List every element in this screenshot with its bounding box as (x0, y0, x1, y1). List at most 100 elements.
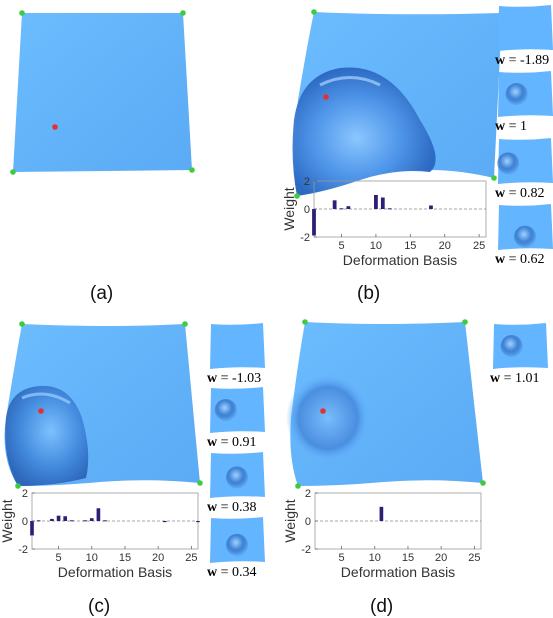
weight-label: w = 0.91 (207, 435, 257, 451)
bar (380, 197, 385, 209)
basis-shape (497, 138, 553, 184)
bar (96, 508, 101, 521)
bar (429, 205, 433, 209)
y-tick-label: 0 (22, 516, 28, 528)
y-tick-label: 2 (22, 488, 28, 500)
caption-d: (d) (370, 596, 394, 617)
y-tick-label: -2 (301, 544, 311, 556)
weight-symbol: w (495, 119, 506, 134)
bar (312, 209, 316, 236)
surface-a (10, 10, 195, 175)
weight-label: w = -1.89 (495, 53, 549, 69)
x-tick-label: 20 (439, 240, 451, 252)
basis-thumbnail (209, 322, 265, 370)
x-tick-label: 5 (55, 552, 61, 564)
handle-point (189, 167, 195, 173)
y-tick-label: 2 (305, 488, 311, 500)
panel-d (283, 318, 488, 498)
x-tick-label: 5 (338, 552, 344, 564)
y-tick-label: -2 (18, 544, 28, 556)
bar (346, 206, 351, 209)
basis-shape (210, 387, 265, 433)
panel-a (0, 0, 200, 200)
bar (196, 521, 200, 523)
surface-b (292, 9, 505, 199)
handle-point (302, 319, 308, 325)
x-tick-label: 10 (369, 552, 381, 564)
x-tick-label: 15 (119, 552, 131, 564)
x-tick-label: 25 (473, 240, 485, 252)
x-tick-label: 20 (435, 552, 447, 564)
weight-value: = 0.62 (505, 252, 545, 267)
y-tick-label: 2 (304, 176, 310, 188)
handle-point (294, 193, 300, 199)
bar (36, 520, 41, 522)
bar (379, 506, 384, 521)
bar (56, 515, 61, 521)
x-tick-label: 20 (152, 552, 164, 564)
x-tick-label: 15 (402, 552, 414, 564)
bar (63, 516, 68, 521)
basis-shape (210, 452, 265, 498)
weight-value: = -1.03 (217, 371, 262, 386)
handle-point (15, 483, 21, 489)
weight-value: = 0.91 (217, 435, 257, 450)
handle-point (182, 321, 188, 327)
target-point (52, 124, 58, 130)
handle-point (311, 9, 317, 15)
x-tick-label: 10 (370, 240, 382, 252)
handle-point (19, 10, 25, 16)
basis-shape (210, 323, 265, 369)
weight-symbol: w (495, 186, 506, 201)
basis-shape (498, 5, 553, 51)
bar (89, 518, 94, 521)
panel-b (280, 0, 505, 200)
weight-label: w = -1.03 (207, 371, 261, 387)
weight-symbol: w (495, 53, 506, 68)
x-tick-label: 25 (185, 552, 197, 564)
target-point (320, 408, 326, 414)
x-tick-label: 10 (86, 552, 98, 564)
weight-value: = 0.38 (217, 500, 257, 515)
x-tick-label: 15 (404, 240, 416, 252)
weight-value: = -1.89 (505, 53, 550, 68)
basis-shape (493, 323, 548, 369)
basis-thumbnail (492, 322, 548, 370)
x-tick-label: 5 (338, 240, 344, 252)
basis-thumbnail (209, 386, 265, 434)
bar (50, 518, 54, 521)
handle-point (480, 480, 486, 486)
weight-symbol: w (207, 371, 218, 386)
weight-symbol: w (490, 371, 501, 386)
basis-thumbnail (209, 516, 265, 564)
weight-symbol: w (207, 565, 218, 580)
bar (339, 208, 344, 210)
target-point (323, 94, 329, 100)
surface-c (4, 321, 203, 489)
handle-point (491, 175, 497, 181)
surface-d (286, 319, 486, 489)
caption-a: (a) (90, 283, 114, 304)
handle-point (10, 169, 16, 175)
bar (30, 521, 34, 536)
bar (387, 208, 392, 210)
target-point (38, 408, 44, 414)
handle-point (19, 321, 25, 327)
caption-b: (b) (357, 283, 381, 304)
weight-label: w = 0.38 (207, 500, 257, 516)
y-axis-label: Weight (0, 499, 15, 542)
basis-thumbnail (497, 4, 553, 52)
weight-symbol: w (207, 500, 218, 515)
handle-point (180, 10, 186, 16)
y-tick-label: 0 (304, 204, 310, 216)
handle-point (197, 480, 203, 486)
bar (162, 521, 167, 523)
weight-symbol: w (207, 435, 218, 450)
weight-label: w = 0.82 (495, 186, 545, 202)
bar (103, 520, 107, 522)
handle-point (295, 483, 301, 489)
y-tick-label: -2 (300, 232, 310, 244)
